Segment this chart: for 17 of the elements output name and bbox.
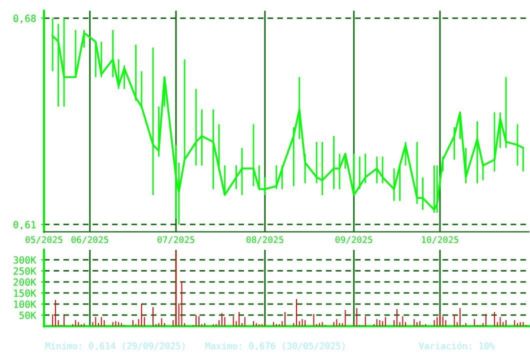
y-tick-label: 0,68 xyxy=(14,14,36,24)
text: Maximo: 0,676 (30/05/2025) xyxy=(205,342,345,350)
y-tick-label: 200K xyxy=(14,278,36,286)
y-tick-label: 150K xyxy=(14,289,36,297)
text: Minimo: 0,614 (29/09/2025) xyxy=(45,342,184,350)
y-tick-label: 250K xyxy=(14,267,36,275)
x-tick-label: 09/2025 xyxy=(335,236,372,244)
x-tick-label: 08/2025 xyxy=(246,236,284,244)
y-tick-label: 50K xyxy=(19,312,36,319)
y-tick-label: 100K xyxy=(14,300,36,308)
text: Variación: 10% xyxy=(418,342,495,350)
y-tick-label: 0,61 xyxy=(14,220,36,230)
x-tick-label: 05/2025 xyxy=(26,236,62,244)
x-tick-label: 07/2025 xyxy=(158,236,194,244)
y-tick-label: 300K xyxy=(14,256,36,264)
x-tick-label: 10/2025 xyxy=(422,236,458,244)
x-tick-label: 06/2025 xyxy=(71,236,108,244)
